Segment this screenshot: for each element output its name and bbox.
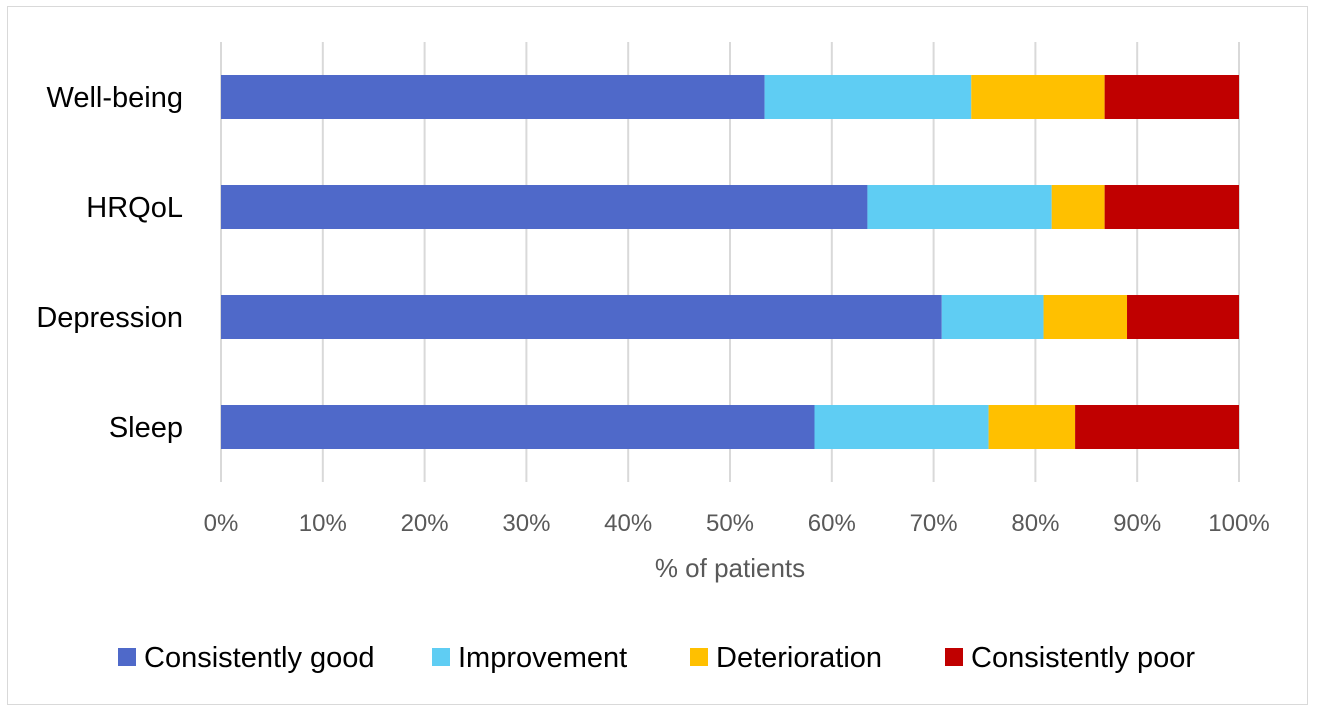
legend-swatch [432,648,450,666]
x-tick-label: 30% [502,510,550,537]
category-labels: Well-being HRQoL Depression Sleep [36,82,183,444]
x-tick-labels: 0% 10% 20% 30% 40% 50% 60% 70% 80% 90% 100% [204,510,1270,537]
bar-segment [764,75,972,119]
category-label: Sleep [109,412,183,444]
x-tick-label: 0% [204,510,239,537]
bar-segment [941,295,1044,339]
category-label: HRQoL [86,192,183,224]
bar-segment [1043,295,1128,339]
legend-label: Improvement [458,642,627,674]
x-tick-label: 70% [910,510,958,537]
bar-segment [221,295,942,339]
bar-segment [221,405,815,449]
x-tick-label: 90% [1113,510,1161,537]
legend-swatch [118,648,136,666]
bar-segment [971,75,1105,119]
legend-label: Consistently poor [971,642,1195,674]
bar-segment [814,405,989,449]
legend-item: Improvement [432,642,627,674]
legend-item: Consistently poor [945,642,1195,674]
x-tick-label: 10% [299,510,347,537]
bars [221,75,1239,449]
legend-item: Consistently good [118,642,375,674]
x-tick-label: 50% [706,510,754,537]
legend-swatch [690,648,708,666]
bar-segment [1075,405,1239,449]
bar-segment [1127,295,1239,339]
bar-segment [221,185,868,229]
x-tick-label: 80% [1011,510,1059,537]
category-label: Well-being [47,82,183,114]
legend-swatch [945,648,963,666]
bar-segment [221,75,765,119]
category-label: Depression [36,302,183,334]
x-tick-label: 100% [1208,510,1269,537]
x-tick-label: 40% [604,510,652,537]
legend-label: Deterioration [716,642,882,674]
chart-frame [7,6,1308,705]
bar-segment [867,185,1052,229]
legend: Consistently good Improvement Deterioratio… [118,642,1195,674]
x-axis-title: % of patients [655,553,805,583]
bar-segment [988,405,1076,449]
legend-item: Deterioration [690,642,882,674]
bar-segment [1104,185,1239,229]
bar-segment [1051,185,1105,229]
bar-segment [1104,75,1239,119]
x-tick-label: 20% [401,510,449,537]
legend-label: Consistently good [144,642,375,674]
x-tick-label: 60% [808,510,856,537]
